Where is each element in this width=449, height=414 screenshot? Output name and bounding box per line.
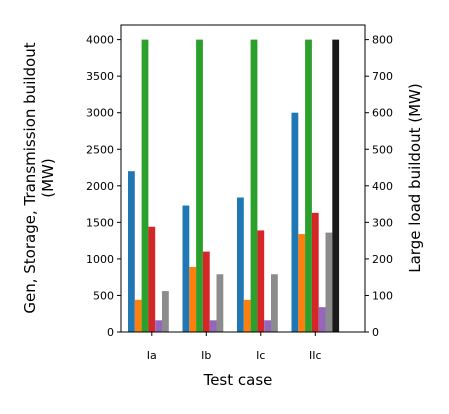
- bar-IIc-series-4: [311, 212, 319, 332]
- right-tick-label: 600: [372, 107, 393, 120]
- x-tick-label: Ia: [147, 349, 157, 362]
- bar-Ic-series-5: [264, 320, 271, 332]
- bar-Ib-series-6: [216, 274, 224, 332]
- right-tick-label: 0: [372, 326, 379, 339]
- bar-Ia-series-2: [134, 299, 142, 332]
- left-tick-label: 2000: [86, 180, 114, 193]
- bar-IIc-series-2: [298, 234, 306, 332]
- x-axis-label: Test case: [203, 371, 273, 389]
- bars-group: [128, 39, 340, 333]
- bar-IIc-series-5: [318, 307, 326, 332]
- bar-Ic-series-1: [237, 197, 244, 332]
- x-tick-label: Ic: [256, 349, 265, 362]
- bar-Ic-series-3: [250, 39, 258, 333]
- plot-frame: [120, 24, 366, 333]
- bar-Ib-series-1: [182, 205, 190, 332]
- right-tick-label: 500: [372, 143, 393, 156]
- right-tick-label: 700: [372, 70, 393, 83]
- right-tick-label: 200: [372, 253, 393, 266]
- bar-Ib-series-4: [202, 251, 210, 332]
- x-tick-label: Ib: [201, 349, 211, 362]
- bar-Ia-series-3: [141, 39, 149, 333]
- bar-Ic-series-2: [243, 299, 251, 332]
- right-tick-label: 300: [372, 216, 393, 229]
- bar-Ic-series-6: [271, 274, 278, 332]
- left-axis-label-line2: (MW): [39, 158, 57, 197]
- x-tick-label: IIc: [309, 349, 322, 362]
- left-axis-ticks: 0 500 1000 1500 2000 2500 3000 3500 4000: [86, 34, 121, 339]
- left-tick-label: 1500: [86, 216, 114, 229]
- bar-Ic-series-4: [257, 230, 265, 332]
- left-tick-label: 500: [93, 289, 114, 302]
- right-tick-label: 400: [372, 180, 393, 193]
- bar-Ib-series-5: [209, 320, 217, 332]
- x-axis-ticks: Ia Ib Ic IIc: [147, 332, 322, 362]
- bar-Ib-series-3: [196, 39, 203, 333]
- bar-Ia-series-5: [155, 320, 162, 332]
- right-tick-label: 800: [372, 34, 393, 47]
- right-tick-label: 100: [372, 289, 393, 302]
- bar-IIc-series-6: [325, 232, 333, 332]
- bar-IIc-series-7: [332, 39, 340, 333]
- left-tick-label: 0: [107, 326, 114, 339]
- right-axis-ticks: 0 100 200 300 400 500 600 700 800: [365, 34, 393, 339]
- left-tick-label: 1000: [86, 253, 114, 266]
- left-tick-label: 2500: [86, 143, 114, 156]
- right-axis-label: Large load buildout (MW): [406, 83, 424, 273]
- bar-IIc-series-3: [305, 39, 312, 333]
- left-tick-label: 4000: [86, 34, 114, 47]
- left-axis-label-line1: Gen, Storage, Transmission buildout: [21, 42, 39, 313]
- bar-IIc-series-1: [291, 112, 299, 333]
- left-tick-label: 3500: [86, 70, 114, 83]
- bar-Ia-series-4: [148, 226, 156, 332]
- left-tick-label: 3000: [86, 107, 114, 120]
- bar-Ia-series-1: [128, 171, 135, 332]
- bar-Ib-series-2: [189, 266, 197, 332]
- bar-Ia-series-6: [162, 291, 169, 332]
